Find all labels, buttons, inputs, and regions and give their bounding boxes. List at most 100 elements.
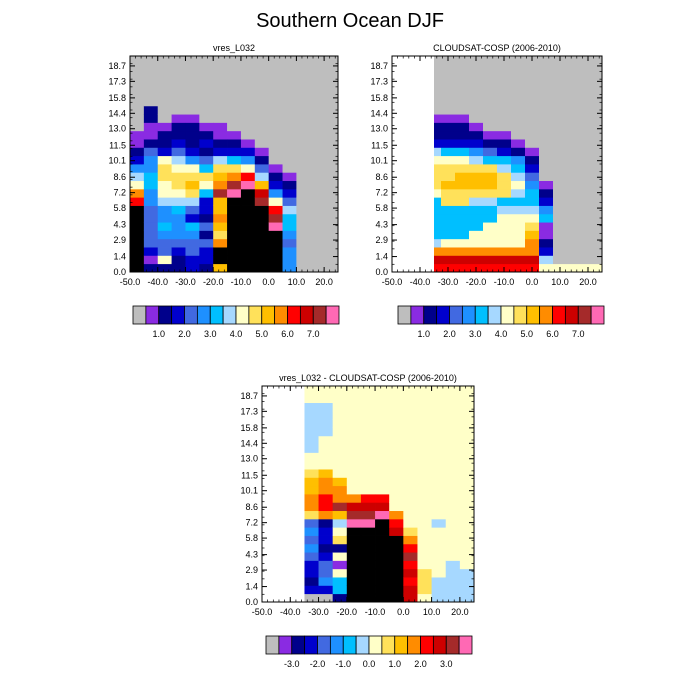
heatmap-cell bbox=[431, 435, 447, 445]
heatmap-cell bbox=[553, 230, 603, 240]
colorbar-label: -1.0 bbox=[335, 659, 351, 669]
heatmap-cell bbox=[304, 585, 319, 595]
heatmap-cell bbox=[455, 197, 470, 206]
colorbar-swatch bbox=[445, 635, 460, 655]
heatmap-cell bbox=[497, 130, 512, 140]
heatmap-cell bbox=[539, 64, 554, 74]
heatmap-cell bbox=[483, 172, 498, 182]
heatmap-cell bbox=[434, 164, 442, 173]
heatmap-cell bbox=[310, 188, 339, 198]
heatmap-cell bbox=[332, 543, 348, 553]
heatmap-cell bbox=[185, 205, 200, 215]
heatmap-cell bbox=[441, 89, 456, 98]
panel-2: CLOUDSAT-COSP (2006-2010) -50.0 -40.0 -30.0… bbox=[370, 43, 605, 339]
heatmap-cell bbox=[360, 527, 376, 536]
heatmap-cell bbox=[360, 543, 376, 553]
heatmap-cell bbox=[268, 64, 283, 74]
heatmap-cell bbox=[553, 247, 603, 256]
heatmap-cell bbox=[143, 238, 159, 248]
x-tick-label: 20.0 bbox=[315, 277, 333, 287]
heatmap-cell bbox=[304, 485, 319, 495]
heatmap-cell bbox=[445, 452, 461, 462]
colorbar-swatch bbox=[158, 305, 173, 325]
colorbar-swatch bbox=[312, 305, 327, 325]
heatmap-cell bbox=[403, 518, 418, 528]
heatmap-cell bbox=[553, 188, 603, 198]
heatmap-cell bbox=[434, 188, 442, 198]
heatmap-cell bbox=[296, 64, 311, 74]
heatmap-cell bbox=[157, 205, 172, 215]
heatmap-cell bbox=[525, 238, 540, 248]
heatmap-cell bbox=[346, 560, 362, 570]
heatmap-cell bbox=[469, 97, 484, 107]
heatmap-cell bbox=[539, 238, 554, 248]
heatmap-cell bbox=[445, 593, 461, 603]
heatmap-cell bbox=[483, 255, 498, 265]
panel-title: CLOUDSAT-COSP (2006-2010) bbox=[433, 43, 561, 53]
y-tick-label: 0.0 bbox=[375, 267, 388, 277]
heatmap-cell bbox=[185, 222, 200, 231]
heatmap-cell bbox=[469, 172, 484, 182]
heatmap-cell bbox=[497, 238, 512, 248]
heatmap-cell bbox=[199, 72, 214, 82]
heatmap-cell bbox=[441, 155, 456, 165]
heatmap-cell bbox=[346, 469, 362, 478]
heatmap-cell bbox=[332, 435, 348, 445]
heatmap-cell bbox=[332, 402, 348, 412]
heatmap-cell bbox=[511, 89, 526, 98]
heatmap-cell bbox=[455, 130, 470, 140]
heatmap-cell bbox=[497, 180, 512, 190]
heatmap-cell bbox=[318, 585, 334, 595]
heatmap-cell bbox=[434, 139, 442, 148]
heatmap-cell bbox=[434, 56, 442, 65]
heatmap-cell bbox=[403, 510, 418, 520]
heatmap-cell bbox=[304, 460, 319, 470]
heatmap-cell bbox=[553, 105, 603, 115]
heatmap-cell bbox=[282, 222, 297, 231]
heatmap-cell bbox=[497, 172, 512, 182]
heatmap-cell bbox=[304, 535, 319, 545]
heatmap-cell bbox=[511, 147, 526, 157]
heatmap-cell bbox=[185, 64, 200, 74]
heatmap-cell bbox=[268, 222, 283, 231]
heatmap-cell bbox=[143, 130, 159, 140]
heatmap-cell bbox=[497, 139, 512, 148]
heatmap-cell bbox=[318, 477, 334, 487]
heatmap-cell bbox=[282, 64, 297, 74]
heatmap-cell bbox=[346, 427, 362, 437]
heatmap-cell bbox=[455, 180, 470, 190]
heatmap-cell bbox=[441, 230, 456, 240]
heatmap-cell bbox=[199, 155, 214, 165]
heatmap-cell bbox=[389, 552, 404, 561]
heatmap-cell bbox=[403, 419, 418, 428]
heatmap-cell bbox=[403, 494, 418, 503]
heatmap-cell bbox=[240, 188, 256, 198]
heatmap-cell bbox=[511, 97, 526, 107]
heatmap-cell bbox=[213, 72, 228, 82]
heatmap-cell bbox=[346, 494, 362, 503]
heatmap-cell bbox=[360, 444, 376, 453]
heatmap-cell bbox=[213, 247, 228, 256]
heatmap-cell bbox=[445, 460, 461, 470]
heatmap-cell bbox=[445, 543, 461, 553]
heatmap-cell bbox=[213, 114, 228, 123]
y-tick-label: 10.1 bbox=[370, 156, 388, 166]
heatmap-cell bbox=[511, 72, 526, 82]
heatmap-cell bbox=[445, 510, 461, 520]
heatmap-cell bbox=[304, 394, 319, 404]
heatmap-cell bbox=[455, 105, 470, 115]
heatmap-cell bbox=[240, 80, 256, 90]
heatmap-cell bbox=[553, 130, 603, 140]
heatmap-cell bbox=[282, 130, 297, 140]
heatmap-cell bbox=[417, 543, 432, 553]
heatmap-cell bbox=[240, 197, 256, 206]
heatmap-cell bbox=[130, 222, 145, 231]
heatmap-cell bbox=[227, 247, 242, 256]
heatmap-cell bbox=[332, 593, 348, 603]
heatmap-cell bbox=[431, 427, 447, 437]
heatmap-cell bbox=[441, 222, 456, 231]
heatmap-cell bbox=[213, 263, 228, 273]
heatmap-cell bbox=[389, 535, 404, 545]
heatmap-cell bbox=[143, 114, 159, 123]
heatmap-cell bbox=[254, 155, 270, 165]
